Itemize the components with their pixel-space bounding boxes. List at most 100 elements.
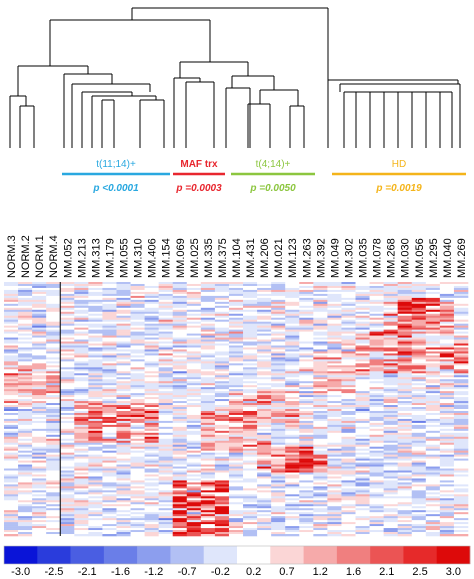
heatmap-cell: [411, 496, 427, 499]
heatmap-cell: [74, 516, 89, 519]
heatmap-cell: [299, 409, 314, 412]
heatmap-cell: [397, 325, 413, 328]
heatmap-cell: [102, 359, 117, 362]
heatmap-cell: [257, 357, 272, 360]
heatmap-cell: [313, 349, 328, 352]
heatmap-cell: [411, 367, 427, 370]
heatmap-cell: [271, 385, 286, 388]
heatmap-cell: [383, 289, 398, 293]
heatmap-cell: [285, 401, 300, 404]
heatmap-cell: [411, 311, 427, 315]
heatmap-cell: [271, 484, 286, 487]
heatmap-cell: [383, 405, 398, 408]
heatmap-cell: [116, 307, 131, 311]
heatmap-cell: [116, 452, 131, 455]
heatmap-cell: [285, 307, 300, 311]
heatmap-cell: [158, 462, 174, 465]
heatmap-cell: [186, 414, 202, 418]
heatmap-cell: [369, 464, 384, 467]
heatmap-cell: [130, 466, 145, 469]
heatmap-cell: [200, 391, 216, 394]
heatmap-cell: [383, 309, 398, 313]
heatmap-cell: [228, 355, 244, 358]
heatmap-cell: [327, 307, 342, 311]
heatmap-cell: [425, 353, 441, 356]
heatmap-cell: [18, 347, 33, 350]
sample-label: MM.206: [259, 238, 271, 278]
heatmap-cell: [172, 379, 188, 382]
heatmap-cell: [355, 524, 370, 527]
heatmap-cell: [397, 283, 413, 287]
heatmap-cell: [313, 353, 328, 356]
heatmap-cell: [397, 458, 413, 461]
heatmap-cell: [18, 355, 33, 358]
heatmap-cell: [355, 416, 370, 420]
heatmap-cell: [4, 510, 19, 513]
heatmap-cell: [425, 452, 441, 455]
heatmap-cell: [116, 403, 131, 406]
heatmap-cell: [172, 450, 188, 453]
heatmap-cell: [116, 389, 131, 392]
heatmap-cell: [243, 315, 258, 319]
heatmap-cell: [144, 444, 159, 447]
heatmap-cell: [200, 528, 216, 531]
heatmap-cell: [299, 315, 314, 319]
heatmap-cell: [102, 313, 117, 317]
heatmap-cell: [4, 472, 19, 475]
heatmap-cell: [74, 395, 89, 398]
heatmap-cell: [200, 524, 216, 527]
heatmap-cell: [341, 399, 356, 402]
heatmap-cell: [243, 393, 258, 396]
heatmap-cell: [341, 426, 356, 430]
heatmap-cell: [144, 349, 159, 352]
heatmap-cell: [355, 375, 370, 378]
heatmap-cell: [102, 339, 117, 342]
heatmap-cell: [243, 313, 258, 317]
heatmap-cell: [228, 349, 244, 352]
heatmap-cell: [228, 520, 244, 523]
heatmap-cell: [271, 432, 286, 436]
heatmap-cell: [46, 474, 61, 477]
heatmap-cell: [257, 522, 272, 525]
heatmap-cell: [214, 510, 230, 513]
heatmap-cell: [74, 363, 89, 366]
heatmap-cell: [355, 484, 370, 487]
heatmap-cell: [18, 313, 33, 317]
heatmap-cell: [285, 329, 300, 332]
heatmap-cell: [130, 325, 145, 328]
heatmap-cell: [453, 484, 469, 487]
heatmap-cell: [425, 381, 441, 384]
heatmap-cell: [341, 385, 356, 388]
heatmap-cell: [200, 510, 216, 513]
heatmap-cell: [439, 526, 455, 529]
heatmap-cell: [383, 395, 398, 398]
heatmap-cell: [313, 530, 328, 533]
sample-label: MM.335: [203, 238, 215, 278]
heatmap-cell: [313, 426, 328, 430]
heatmap-cell: [186, 492, 202, 495]
heatmap-cell: [425, 512, 441, 515]
heatmap-cell: [369, 395, 384, 398]
heatmap-cell: [88, 442, 103, 446]
heatmap-cell: [46, 444, 61, 447]
heatmap-cell: [341, 355, 356, 358]
heatmap-cell: [130, 436, 145, 440]
heatmap-cell: [271, 309, 286, 313]
heatmap-cell: [186, 490, 202, 493]
heatmap-cell: [341, 522, 356, 525]
heatmap-cell: [243, 422, 258, 426]
heatmap-cell: [60, 401, 75, 404]
heatmap-cell: [299, 514, 314, 517]
heatmap-cell: [116, 293, 131, 297]
heatmap-cell: [369, 397, 384, 400]
heatmap-cell: [74, 349, 89, 352]
heatmap-cell: [285, 482, 300, 485]
heatmap-cell: [102, 520, 117, 523]
heatmap-cell: [383, 385, 398, 388]
heatmap-cell: [158, 301, 174, 305]
heatmap-cell: [88, 490, 103, 493]
heatmap-cell: [228, 446, 244, 449]
heatmap-cell: [158, 448, 174, 451]
heatmap-cell: [102, 317, 117, 320]
heatmap-cell: [369, 510, 384, 513]
